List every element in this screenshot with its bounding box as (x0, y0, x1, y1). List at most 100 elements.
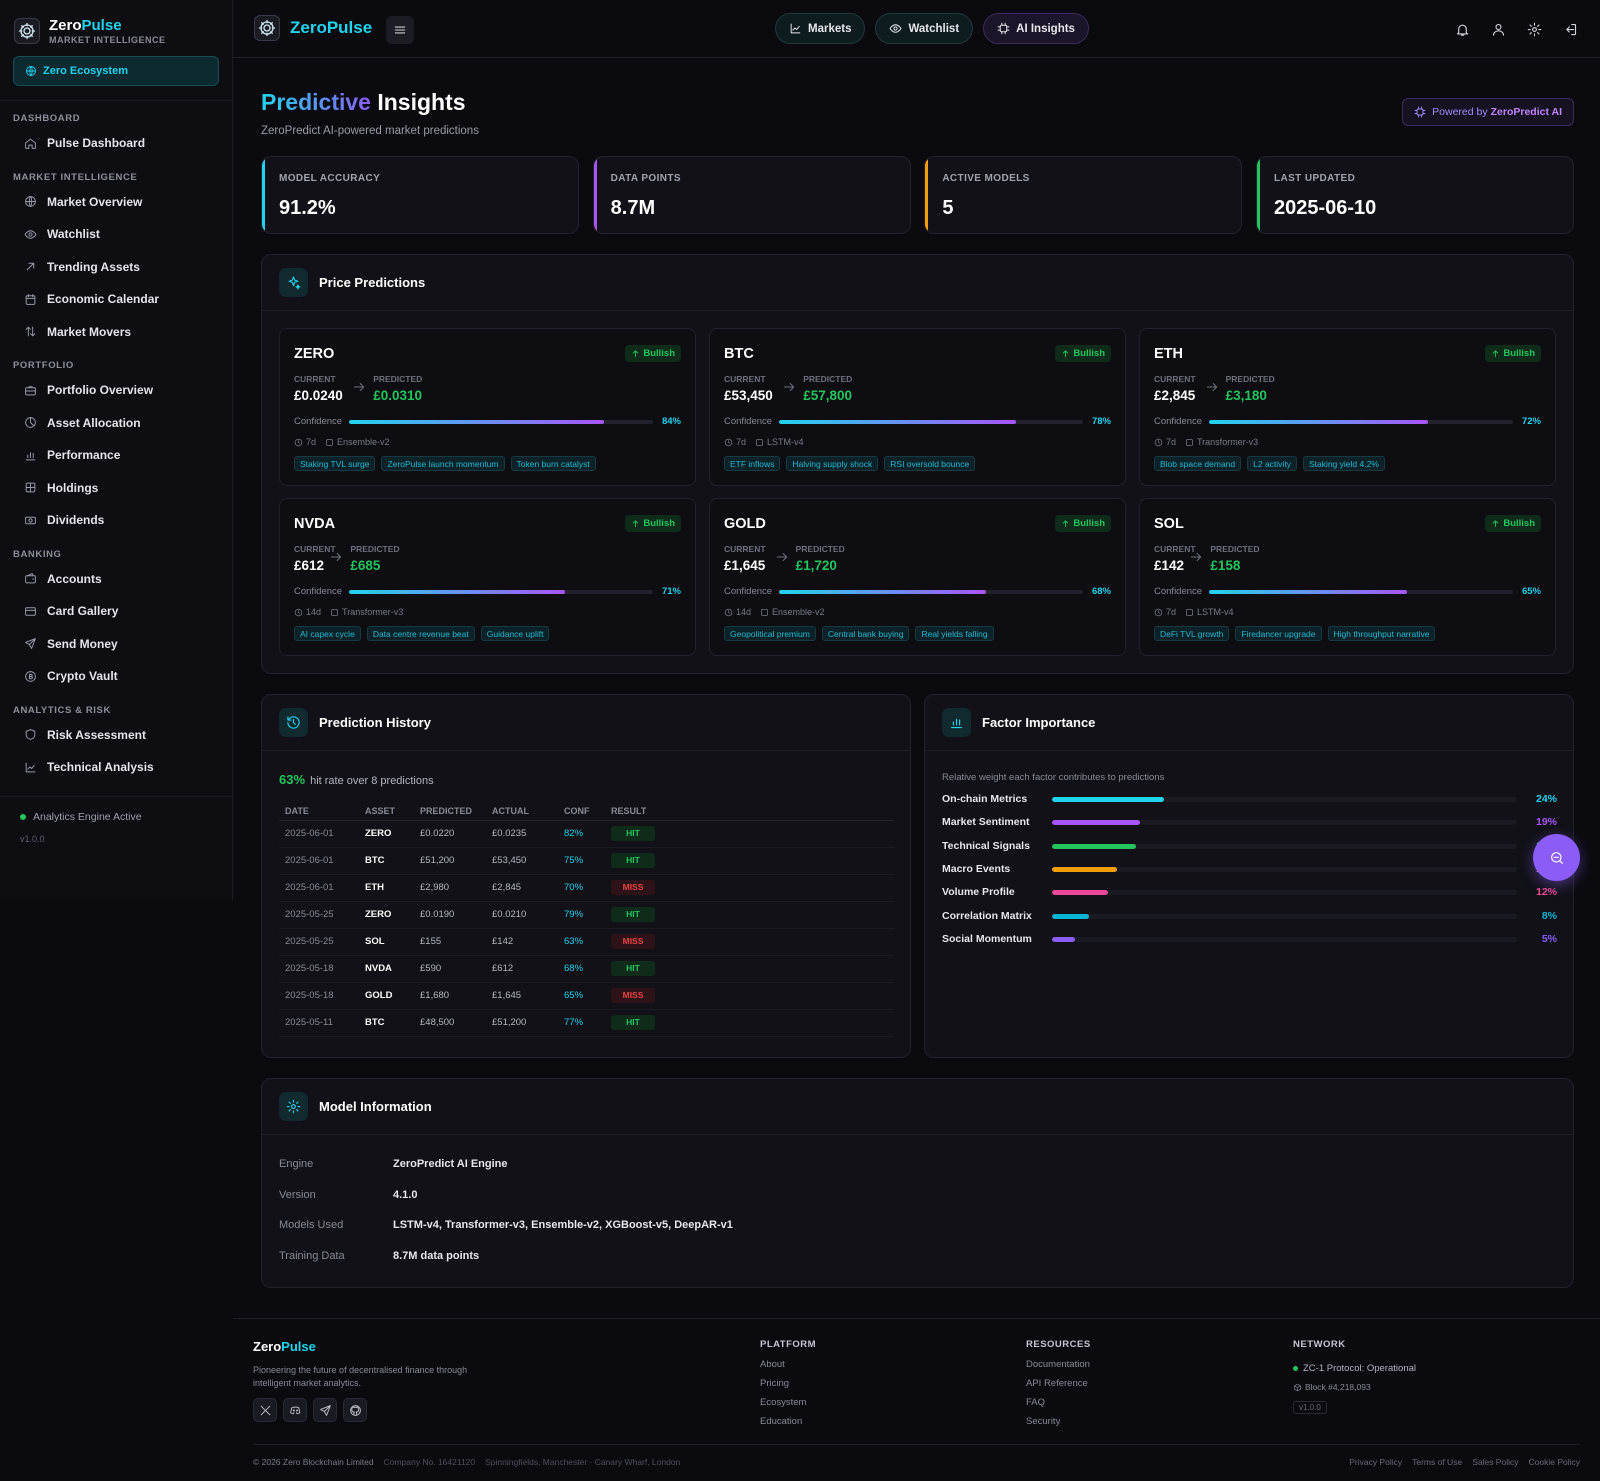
x-icon (259, 1404, 272, 1417)
predicted-price: £3,180 (1225, 388, 1267, 403)
footer-link-pricing[interactable]: Pricing (760, 1378, 790, 1389)
prediction-tag: Staking TVL surge (294, 456, 376, 471)
sidebar-item-market-overview[interactable]: Market Overview (0, 186, 232, 219)
clock-icon (724, 608, 733, 617)
factor-value: 5% (1541, 932, 1557, 945)
topbar-brand[interactable]: ZeroPulse (254, 15, 372, 41)
arrow-up-icon (1491, 519, 1500, 528)
sidebar-item-portfolio-overview[interactable]: Portfolio Overview (0, 374, 232, 407)
sidebar-brand[interactable]: ZeroPulse MARKET INTELLIGENCE (0, 0, 232, 46)
sidebar-item-card-gallery[interactable]: Card Gallery (0, 595, 232, 628)
powered-by-prefix: Powered by (1432, 106, 1488, 118)
telegram-link[interactable] (313, 1398, 337, 1422)
sidebar-item-holdings[interactable]: Holdings (0, 472, 232, 505)
prediction-history-title: Prediction History (319, 715, 431, 730)
eye-icon (24, 228, 37, 241)
prediction-symbol: NVDA (294, 516, 336, 532)
sidebar-item-label: Asset Allocation (47, 415, 141, 430)
menu-toggle-button[interactable] (386, 16, 414, 44)
footer-link-ecosystem[interactable]: Ecosystem (760, 1397, 807, 1408)
sidebar-item-economic-calendar[interactable]: Economic Calendar (0, 283, 232, 316)
tab-ai-insights[interactable]: AI Insights (983, 13, 1089, 44)
factor-bar (1052, 866, 1517, 872)
arrow-up-icon (1061, 519, 1070, 528)
footer-link-about[interactable]: About (760, 1359, 785, 1370)
footer: ZeroPulse Pioneering the future of decen… (233, 1318, 1600, 1481)
discord-link[interactable] (283, 1398, 307, 1422)
model-icon (325, 438, 334, 447)
factor-row-technical-signals: Technical Signals 18% (942, 840, 1557, 854)
sidebar-item-accounts[interactable]: Accounts (0, 563, 232, 596)
footer-link-api-reference[interactable]: API Reference (1026, 1378, 1088, 1389)
prediction-card-sol[interactable]: SOL Bullish CURRENT £142 PREDICTED £158 … (1139, 498, 1556, 656)
current-price: £0.0240 (294, 388, 343, 403)
cell-actual: £53,450 (486, 847, 558, 875)
settings-button[interactable] (1525, 20, 1543, 38)
sidebar-item-risk-assessment[interactable]: Risk Assessment (0, 719, 232, 752)
status-dot (1293, 1366, 1298, 1371)
prediction-tag: Data centre revenue beat (366, 626, 475, 641)
footer-link-education[interactable]: Education (760, 1416, 803, 1427)
footer-link-security[interactable]: Security (1026, 1416, 1061, 1427)
legal-link-cookie-policy[interactable]: Cookie Policy (1528, 1457, 1581, 1467)
legal-link-privacy-policy[interactable]: Privacy Policy (1349, 1457, 1403, 1467)
sidebar-item-watchlist[interactable]: Watchlist (0, 218, 232, 251)
prediction-card-btc[interactable]: BTC Bullish CURRENT £53,450 PREDICTED £5… (709, 328, 1126, 486)
stat-card-data-points: DATA POINTS 8.7M (592, 156, 911, 234)
x-link[interactable] (253, 1398, 277, 1422)
arrow-up-icon (631, 349, 640, 358)
sidebar-item-trending-assets[interactable]: Trending Assets (0, 251, 232, 284)
sidebar-item-asset-allocation[interactable]: Asset Allocation (0, 407, 232, 440)
confidence-bar (779, 420, 1083, 424)
line-chart-icon (24, 761, 37, 774)
prediction-card-gold[interactable]: GOLD Bullish CURRENT £1,645 PREDICTED £1… (709, 498, 1126, 656)
factor-importance-card: Factor Importance Relative weight each f… (924, 694, 1574, 1058)
sidebar-item-crypto-vault[interactable]: Crypto Vault (0, 660, 232, 693)
factor-bar (1052, 843, 1517, 849)
factor-value: 12% (1535, 886, 1557, 899)
prediction-tag: Staking yield 4.2% (1302, 456, 1385, 471)
calendar-icon (24, 293, 37, 306)
sidebar-item-market-movers[interactable]: Market Movers (0, 316, 232, 349)
legal-link-sales-policy[interactable]: Sales Policy (1472, 1457, 1519, 1467)
logout-button[interactable] (1561, 20, 1579, 38)
predicted-label: PREDICTED (795, 544, 845, 554)
sidebar-item-pulse-dashboard[interactable]: Pulse Dashboard (0, 127, 232, 160)
confidence-bar-fill (779, 590, 986, 594)
cell-actual: £51,200 (486, 1009, 558, 1037)
prediction-card-nvda[interactable]: NVDA Bullish CURRENT £612 PREDICTED £685… (279, 498, 696, 656)
sidebar-item-send-money[interactable]: Send Money (0, 628, 232, 661)
stat-label: LAST UPDATED (1273, 173, 1356, 184)
tab-watchlist[interactable]: Watchlist (875, 13, 974, 44)
result-badge: MISS (611, 988, 655, 1003)
sidebar-item-label: Risk Assessment (47, 727, 146, 742)
notifications-button[interactable] (1453, 20, 1471, 38)
footer-link-documentation[interactable]: Documentation (1026, 1359, 1090, 1370)
zero-ecosystem-button[interactable]: Zero Ecosystem (13, 56, 219, 86)
tab-markets-label: Markets (808, 22, 852, 35)
cell-asset: ZERO (359, 901, 414, 929)
chat-assistant-button[interactable] (1533, 834, 1580, 881)
prediction-card-zero[interactable]: ZERO Bullish CURRENT £0.0240 PREDICTED £… (279, 328, 696, 486)
confidence-label: Confidence (294, 586, 343, 597)
factor-bar-fill (1052, 797, 1164, 802)
sidebar: ZeroPulse MARKET INTELLIGENCE Zero Ecosy… (0, 0, 233, 900)
company-address: Spinningfields, Manchester · Canary Whar… (485, 1457, 681, 1467)
brand-subtitle: MARKET INTELLIGENCE (49, 35, 166, 45)
gear-icon (279, 1092, 308, 1121)
prediction-history-card: Prediction History 63% hit rate over 8 p… (261, 694, 911, 1058)
tab-markets[interactable]: Markets (775, 13, 866, 44)
zeropulse-logo-icon (14, 18, 40, 44)
prediction-card-eth[interactable]: ETH Bullish CURRENT £2,845 PREDICTED £3,… (1139, 328, 1556, 486)
legal-link-terms-of-use[interactable]: Terms of Use (1412, 1457, 1463, 1467)
prediction-meta: 7d Ensemble-v2 (294, 437, 399, 447)
sidebar-item-technical-analysis[interactable]: Technical Analysis (0, 751, 232, 784)
prediction-model: Ensemble-v2 (772, 607, 825, 617)
footer-link-faq[interactable]: FAQ (1026, 1397, 1046, 1408)
profile-button[interactable] (1489, 20, 1507, 38)
cell-predicted: £2,980 (414, 874, 486, 902)
sidebar-item-performance[interactable]: Performance (0, 439, 232, 472)
sidebar-section-analytics-risk: ANALYTICS & RISK (13, 704, 111, 716)
sidebar-item-dividends[interactable]: Dividends (0, 504, 232, 537)
github-link[interactable] (343, 1398, 367, 1422)
